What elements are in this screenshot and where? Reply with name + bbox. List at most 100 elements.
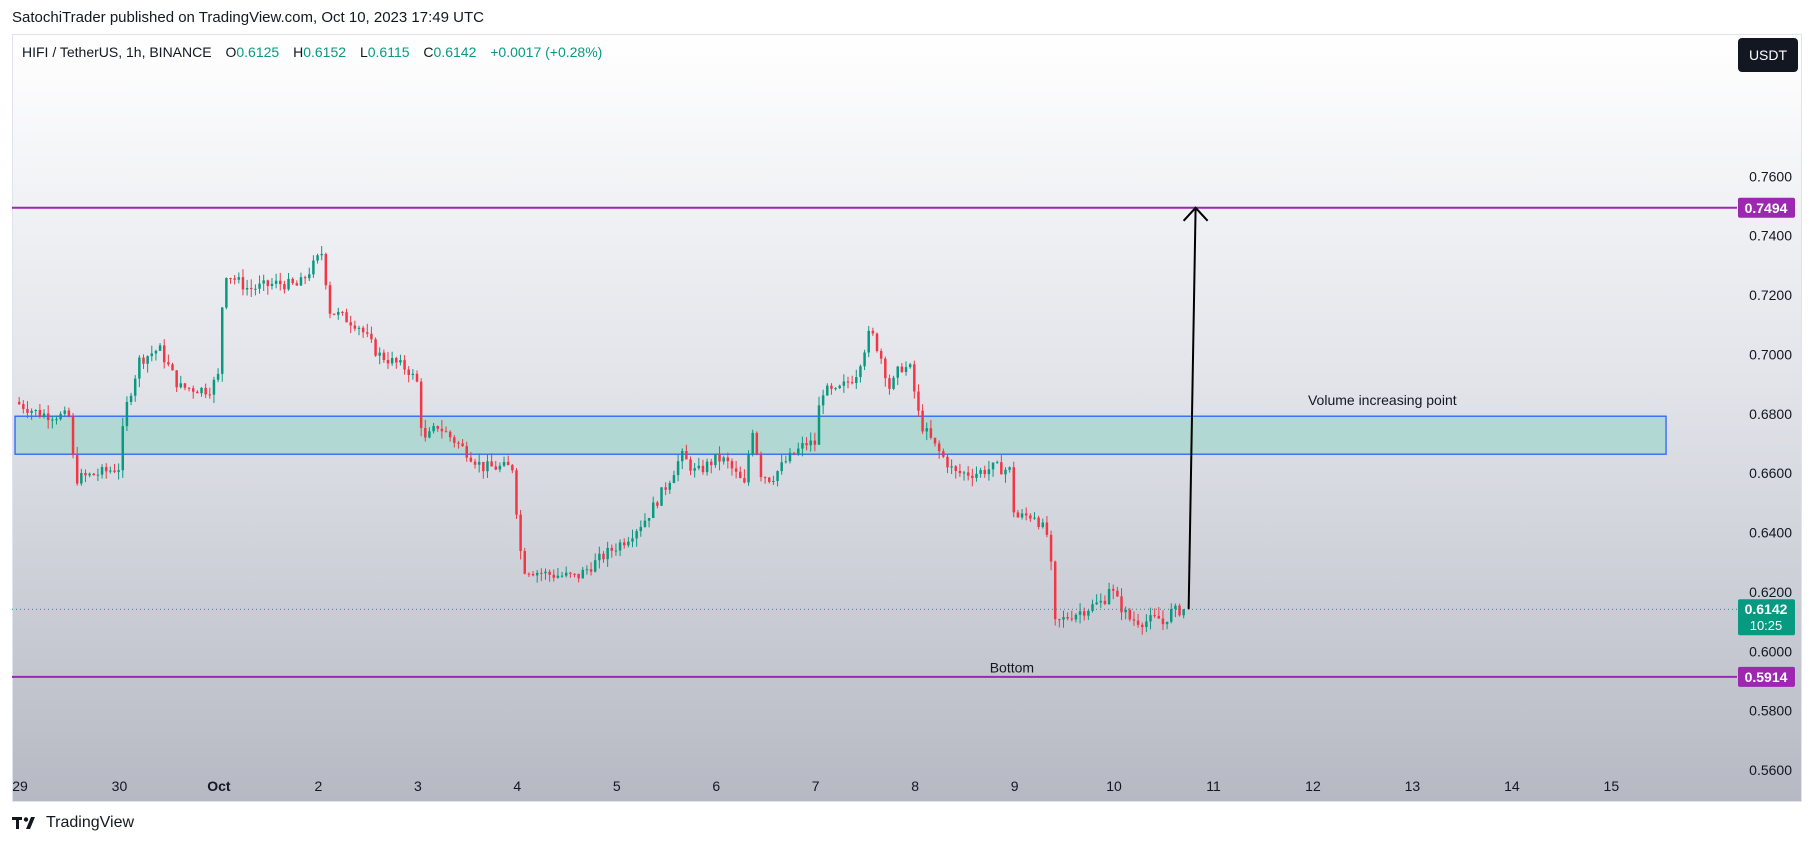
candle-body (341, 311, 344, 313)
candle-body (622, 542, 626, 546)
candle-body (349, 322, 352, 326)
candle-body (395, 358, 398, 363)
candle-body (67, 410, 71, 417)
candle-body (1182, 609, 1185, 616)
candle-body (150, 353, 154, 357)
candle-body (668, 483, 672, 490)
candle-body (739, 471, 742, 479)
candle-body (523, 551, 527, 574)
candle-body (875, 333, 879, 352)
candle-body (291, 278, 294, 284)
candle-body (316, 255, 319, 261)
candle-body (30, 410, 33, 413)
candle-body (299, 277, 303, 286)
candle-body (453, 437, 456, 443)
candle-body (867, 330, 870, 353)
candle-body (216, 373, 220, 380)
candle-body (776, 471, 779, 481)
candle-body (245, 287, 249, 290)
candle-body (714, 453, 717, 466)
close-label: C (423, 44, 434, 60)
candle-body (855, 377, 858, 383)
tradingview-logo-icon (12, 817, 35, 829)
target-arrow-line[interactable] (1187, 207, 1197, 610)
candle-body (84, 473, 87, 476)
candle-body (751, 432, 754, 455)
volume-zone-box[interactable] (14, 415, 1667, 455)
candle-body (734, 468, 738, 472)
candle-body (797, 448, 800, 455)
candle-body (946, 456, 949, 468)
candle-body (598, 553, 601, 561)
candle-body (1157, 615, 1161, 619)
candle-body (1049, 534, 1053, 562)
bottom-annotation[interactable]: Bottom (990, 660, 1034, 676)
x-axis-tick: 7 (812, 778, 820, 794)
candle-body (374, 339, 377, 356)
candle-body (486, 461, 489, 472)
candle-body (1029, 515, 1032, 519)
candle-body (457, 442, 460, 444)
candle-body (1024, 513, 1028, 516)
candle-body (535, 572, 539, 576)
level-price-label: 0.5914 (1745, 669, 1788, 685)
candle-body (440, 428, 444, 432)
candle-body (357, 327, 361, 329)
candle-body (656, 502, 659, 506)
candle-body (1099, 600, 1103, 603)
candle-body (763, 477, 767, 479)
candle-body (1078, 611, 1082, 615)
currency-button[interactable]: USDT (1738, 38, 1798, 72)
candle-body (51, 419, 54, 421)
current-price-label: 0.6142 (1745, 601, 1788, 617)
candle-body (602, 553, 605, 560)
candle-body (92, 473, 96, 476)
candle-body (954, 466, 957, 471)
candle-body (900, 366, 904, 372)
close-value: 0.6142 (433, 44, 477, 60)
candle-body (871, 330, 875, 334)
volume-annotation[interactable]: Volume increasing point (1308, 392, 1457, 408)
y-axis-tick: 0.5800 (1749, 703, 1792, 719)
candle-body (324, 253, 328, 286)
tradingview-logo[interactable]: TradingView (12, 814, 134, 832)
candle-body (482, 461, 485, 472)
candle-body (1165, 621, 1169, 625)
candle-body (892, 377, 895, 389)
candle-body (490, 461, 493, 467)
candle-body (693, 468, 696, 471)
candle-body (162, 345, 166, 363)
x-axis-tick: 8 (911, 778, 919, 794)
candle-body (312, 260, 315, 275)
candle-body (1058, 619, 1061, 621)
candle-body (548, 571, 551, 575)
candle-body (958, 470, 962, 474)
y-axis-tick: 0.6600 (1749, 465, 1792, 481)
candle-body (1066, 617, 1069, 619)
candle-body (560, 575, 564, 577)
symbol-label[interactable]: HIFI / TetherUS, 1h, BINANCE (22, 44, 212, 60)
candle-body (38, 409, 42, 417)
candle-body (113, 470, 116, 472)
candle-body (436, 426, 439, 429)
x-axis-tick: 12 (1305, 778, 1321, 794)
candle-body (75, 455, 79, 484)
candle-body (1149, 615, 1152, 622)
candle-body (610, 547, 614, 551)
candle-body (71, 416, 75, 456)
tradingview-logo-text: TradingView (46, 814, 135, 831)
candle-body (540, 572, 543, 574)
candle-body (270, 283, 274, 287)
candle-body (1020, 513, 1024, 518)
candle-body (17, 401, 21, 405)
candle-body (386, 359, 390, 364)
candle-body (676, 461, 680, 476)
candle-body (262, 280, 265, 284)
candle-body (448, 431, 452, 438)
candle-body (1170, 608, 1173, 622)
candle-body (834, 388, 837, 390)
candle-body (830, 385, 833, 389)
candle-body (846, 381, 850, 383)
candle-body (701, 465, 705, 473)
